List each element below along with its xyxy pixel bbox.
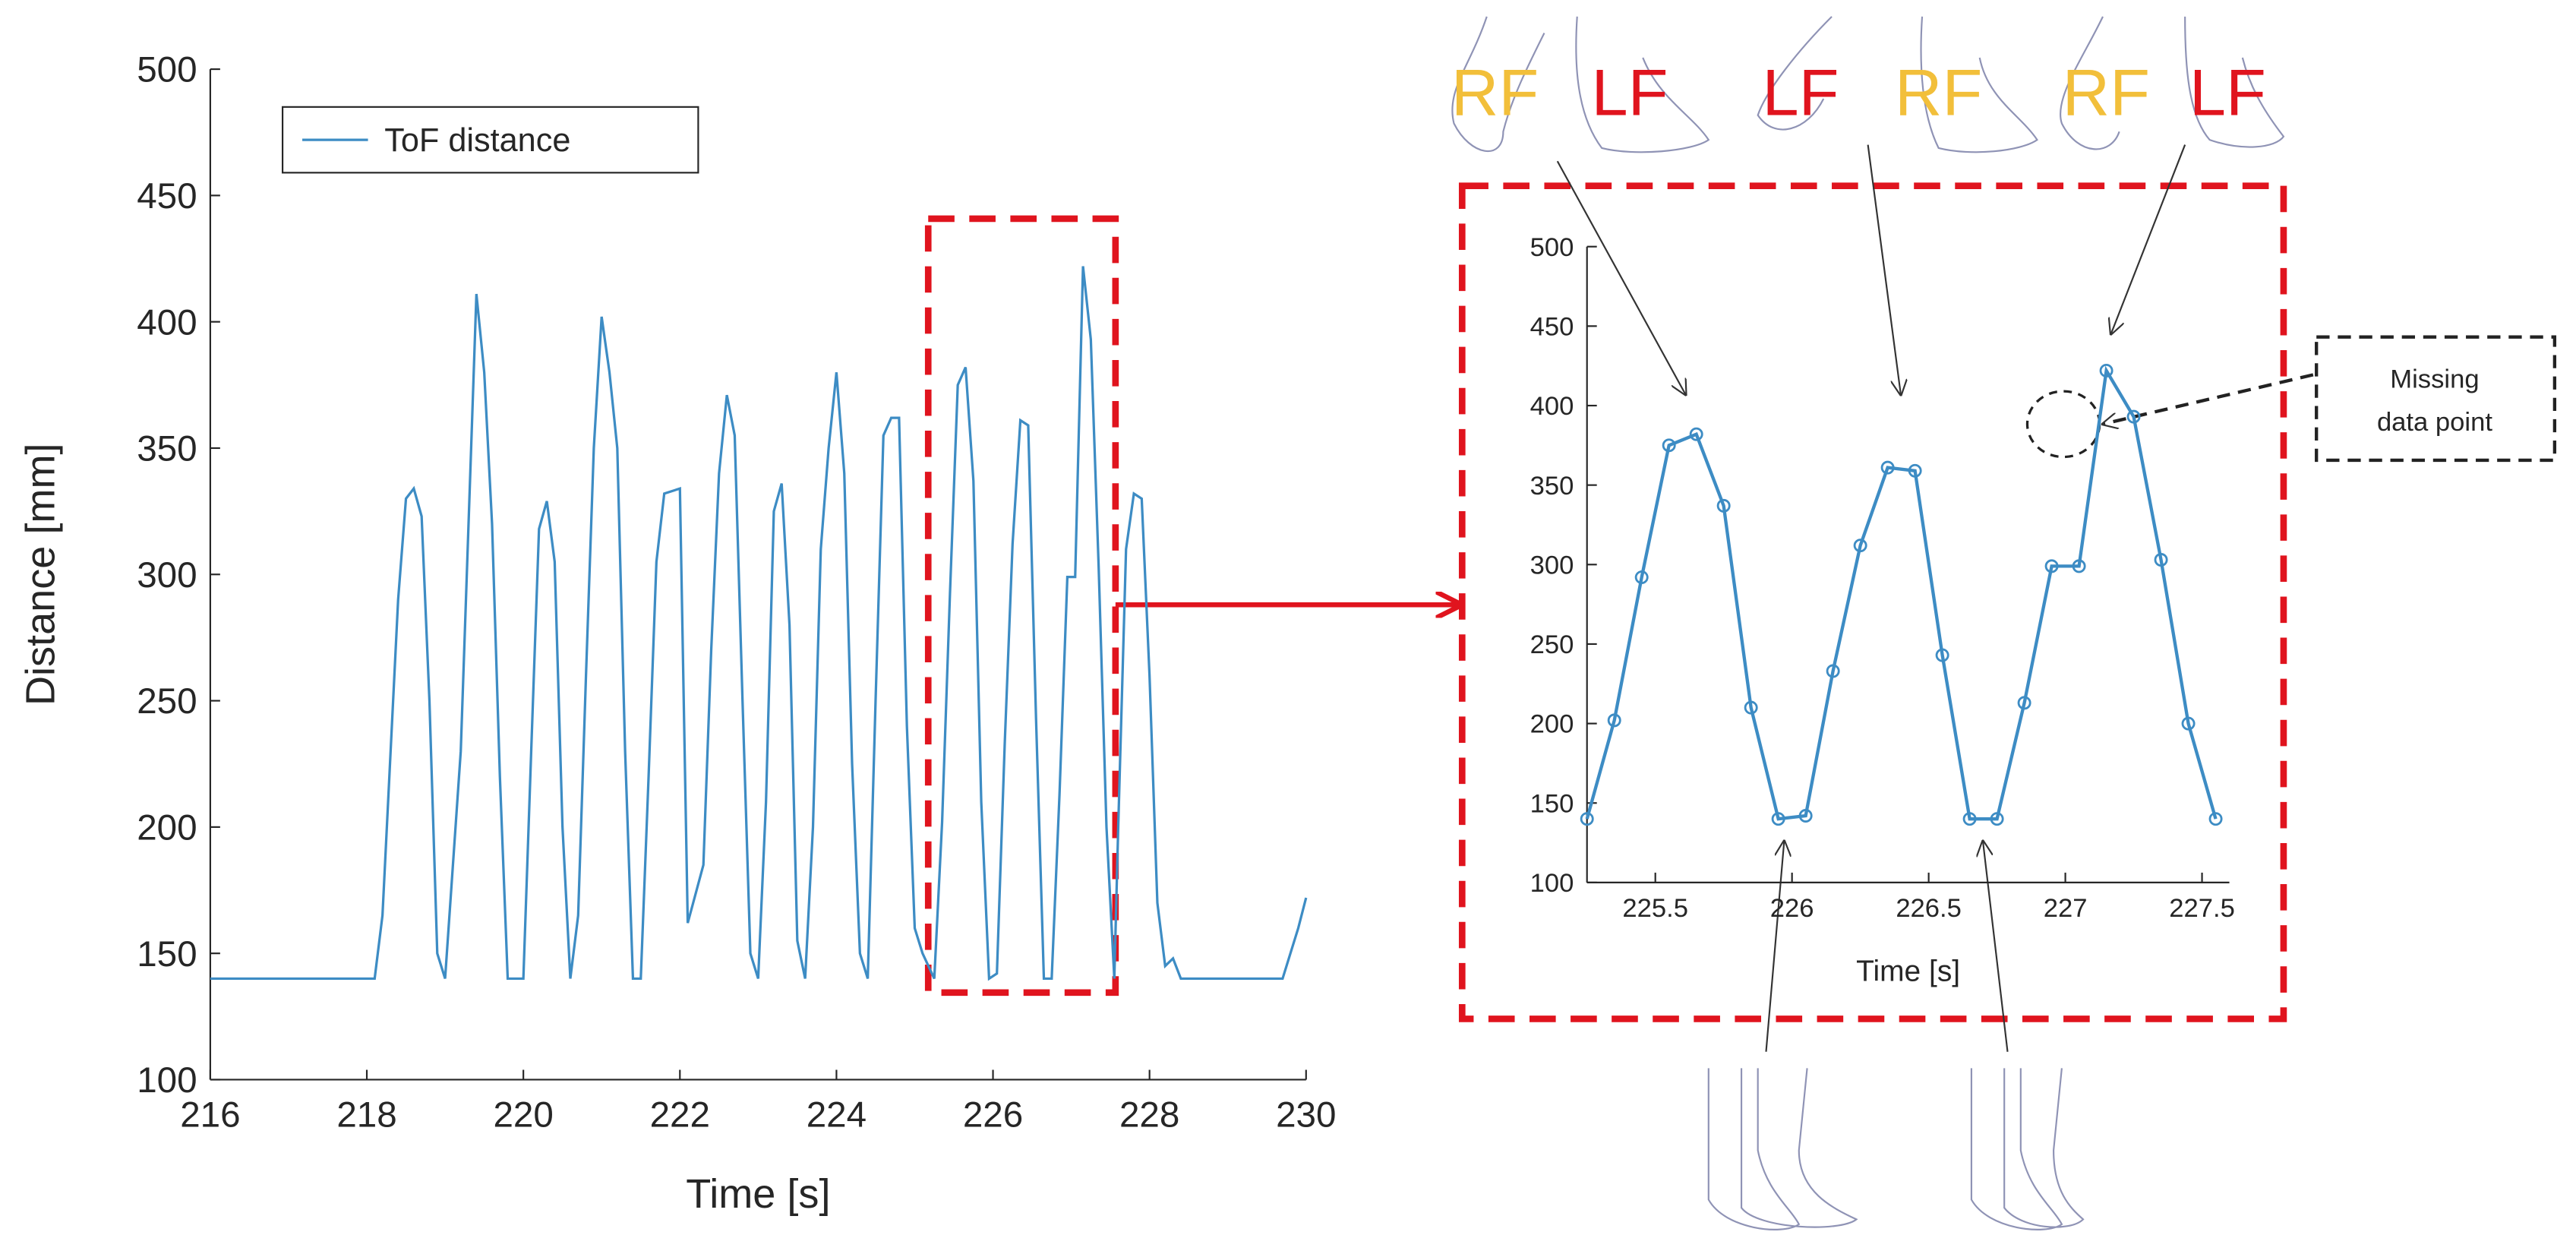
data-point xyxy=(1744,700,1758,715)
foot-label: RF xyxy=(1451,57,1539,130)
data-point xyxy=(2154,553,2168,567)
data-point xyxy=(2099,363,2114,377)
y-tick-label: 500 xyxy=(1530,233,1574,262)
foot-arrows xyxy=(1556,144,2186,1052)
zoom-frame xyxy=(1458,182,2287,1022)
data-point xyxy=(1935,648,1949,662)
foot-label: LF xyxy=(1762,57,1839,130)
zoom-region xyxy=(924,215,1119,997)
data-point xyxy=(1990,812,2004,826)
data-point xyxy=(1607,713,1621,728)
x-tick-label: 224 xyxy=(807,1094,867,1135)
foot-label: LF xyxy=(2189,57,2266,130)
y-tick-label: 150 xyxy=(137,934,197,974)
y-tick-label: 300 xyxy=(137,555,197,595)
x-tick-label: 225.5 xyxy=(1622,894,1688,923)
data-point xyxy=(2072,559,2086,573)
data-point xyxy=(1716,498,1731,513)
y-tick-label: 250 xyxy=(1530,630,1574,659)
y-tick-label: 450 xyxy=(137,176,197,216)
data-point xyxy=(1798,809,1813,823)
foot-label: RF xyxy=(1895,57,1982,130)
data-point xyxy=(1853,539,1867,553)
x-tick-label: 218 xyxy=(336,1094,396,1135)
y-tick-label: 350 xyxy=(1530,472,1574,501)
x-tick-label: 230 xyxy=(1276,1094,1336,1135)
data-point xyxy=(1580,812,1594,826)
data-point xyxy=(1908,463,1922,478)
data-point xyxy=(1962,812,1977,826)
x-tick-label: 216 xyxy=(180,1094,240,1135)
data-point xyxy=(1689,427,1703,441)
data-point xyxy=(1634,570,1649,585)
y-tick-label: 400 xyxy=(137,302,197,343)
y-tick-label: 100 xyxy=(137,1060,197,1101)
data-point xyxy=(2017,696,2031,710)
x-tick-label: 228 xyxy=(1119,1094,1179,1135)
callout-text: Missing xyxy=(2390,365,2479,394)
x-tick-label: 227 xyxy=(2044,894,2088,923)
data-point xyxy=(1826,664,1840,678)
x-tick-label: 226 xyxy=(963,1094,1023,1135)
missing-point-ring xyxy=(2025,390,2101,459)
callout-text: data point xyxy=(2377,408,2492,437)
x-tick-label: 226 xyxy=(1770,894,1814,923)
y-tick-label: 200 xyxy=(1530,710,1574,739)
x-tick-label: 226.5 xyxy=(1896,894,1962,923)
foot-label: RF xyxy=(2063,57,2150,130)
data-point xyxy=(1880,460,1895,475)
callout-arrow xyxy=(2103,373,2314,424)
data-line xyxy=(210,266,1308,981)
y-tick-label: 250 xyxy=(137,681,197,722)
data-point xyxy=(1662,438,1676,453)
data-point xyxy=(1771,812,1785,826)
callout-box xyxy=(2315,335,2557,463)
data-point xyxy=(2208,812,2223,826)
foot-icons xyxy=(1451,16,2285,1230)
x-tick-label: 227.5 xyxy=(2169,894,2235,923)
y-tick-label: 100 xyxy=(1530,869,1574,898)
y-tick-label: 400 xyxy=(1530,392,1574,421)
y-tick-label: 200 xyxy=(137,808,197,848)
y-tick-label: 350 xyxy=(137,429,197,469)
y-axis-label: Distance [mm] xyxy=(17,443,63,706)
legend-label: ToF distance xyxy=(384,122,570,159)
data-line xyxy=(1585,365,2218,821)
x-tick-label: 222 xyxy=(650,1094,710,1135)
x-axis-label: Time [s] xyxy=(686,1171,830,1217)
y-tick-label: 500 xyxy=(137,50,197,90)
data-point xyxy=(2126,409,2141,424)
x-axis-label: Time [s] xyxy=(1856,956,1960,988)
data-point xyxy=(2181,716,2196,731)
y-tick-label: 450 xyxy=(1530,312,1574,341)
x-tick-label: 220 xyxy=(493,1094,553,1135)
foot-label: LF xyxy=(1591,57,1668,130)
y-tick-label: 300 xyxy=(1530,551,1574,580)
y-tick-label: 150 xyxy=(1530,789,1574,818)
data-point xyxy=(2044,559,2059,573)
